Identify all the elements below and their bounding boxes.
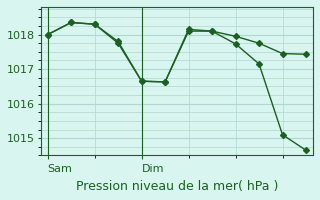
X-axis label: Pression niveau de la mer( hPa ): Pression niveau de la mer( hPa ) bbox=[76, 180, 278, 193]
